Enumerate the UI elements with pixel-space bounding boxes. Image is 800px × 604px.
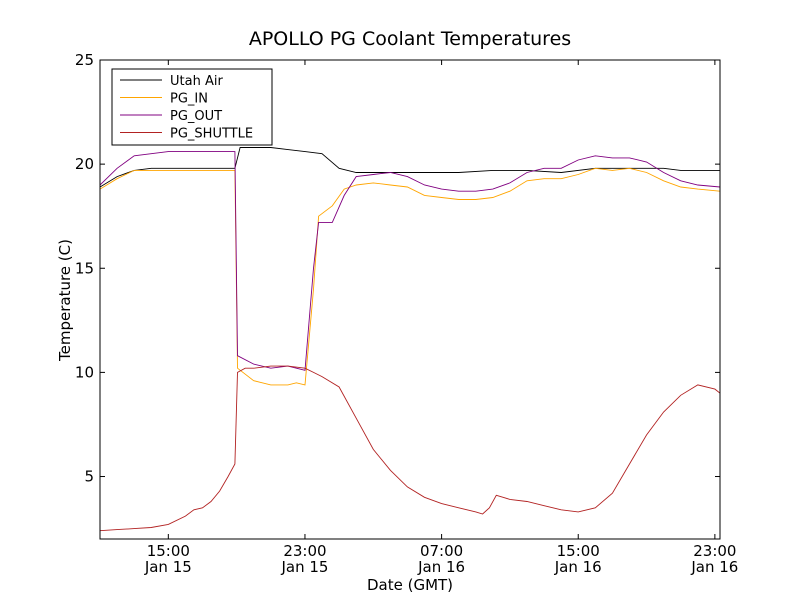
x-tick-label-time: 15:00 <box>557 542 600 560</box>
x-tick-label-time: 23:00 <box>283 542 326 560</box>
legend-label: PG_SHUTTLE <box>170 127 253 142</box>
x-axis-label: Date (GMT) <box>367 576 453 594</box>
x-tick-label-date: Jan 15 <box>280 558 328 576</box>
x-tick-label-time: 07:00 <box>420 542 463 560</box>
x-tick-label-time: 15:00 <box>147 542 190 560</box>
series-line-utah-air <box>100 147 720 188</box>
legend-label: Utah Air <box>170 74 223 89</box>
plot-area <box>100 147 720 532</box>
x-tick-label-date: Jan 16 <box>417 558 465 576</box>
x-tick-label-date: Jan 16 <box>554 558 602 576</box>
y-tick-label: 25 <box>75 51 94 69</box>
x-tick-label-date: Jan 16 <box>690 558 738 576</box>
x-tick-label-date: Jan 15 <box>144 558 192 576</box>
x-tick-label-time: 23:00 <box>693 542 736 560</box>
y-tick-label: 10 <box>75 363 94 381</box>
series-line-pg-in <box>100 167 720 386</box>
series-line-pg-out <box>100 151 720 371</box>
legend-label: PG_OUT <box>170 109 222 124</box>
legend-label: PG_IN <box>170 92 208 107</box>
y-tick-label: 20 <box>75 155 94 173</box>
series-line-pg-shuttle <box>100 365 720 532</box>
y-axis-label: Temperature (C) <box>56 239 74 362</box>
legend: Utah Air PG_IN PG_OUT PG_SHUTTLE <box>111 68 273 146</box>
y-tick-label: 15 <box>75 259 94 277</box>
chart-title: APOLLO PG Coolant Temperatures <box>249 28 571 50</box>
plot-frame <box>99 59 721 540</box>
y-tick-label: 5 <box>84 468 94 486</box>
